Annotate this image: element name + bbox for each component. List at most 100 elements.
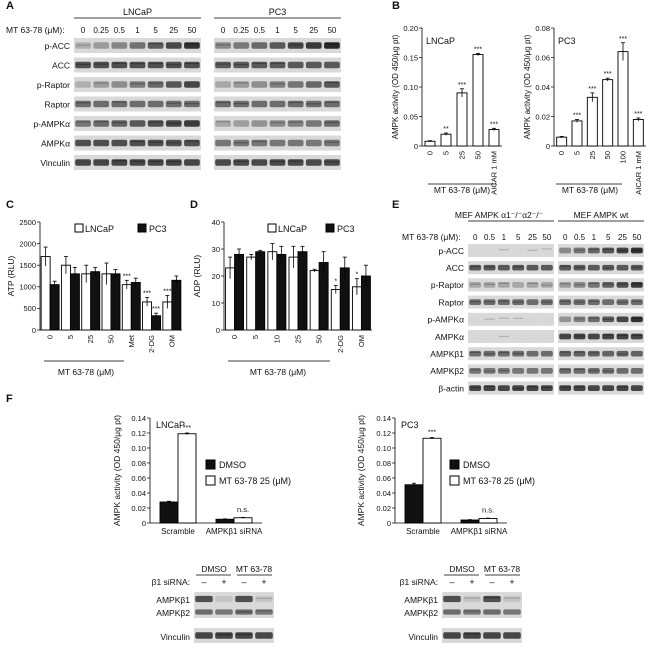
chart-significance: ** <box>443 126 449 133</box>
e-blot-ACC-bg <box>558 261 644 275</box>
e-row-label: p-AMPKα <box>427 315 464 325</box>
blot-band <box>587 299 600 305</box>
f-blot-sign: + <box>469 577 474 587</box>
chart-bar <box>309 270 320 331</box>
blot-band <box>559 385 572 391</box>
e-dose-label: 5 <box>606 233 611 242</box>
blot-band <box>129 42 146 49</box>
blot-band <box>587 264 600 271</box>
blot-band <box>512 385 525 391</box>
f-ns-label: n.s. <box>482 506 494 515</box>
blot-band <box>147 120 164 127</box>
blot-band <box>617 249 628 252</box>
b-pc3-xlabel: MT 63-78 (μM) <box>562 185 618 195</box>
blot-band <box>324 120 340 127</box>
blot-band <box>616 368 629 374</box>
chart-y-tick-label: 0 <box>414 142 418 151</box>
a-dose-label: 0.5 <box>254 26 266 35</box>
blot-band <box>526 247 539 254</box>
chart-bar <box>586 96 598 147</box>
blot-band <box>130 160 145 162</box>
blot-band <box>235 609 253 615</box>
chart-x-tick-label: 5 <box>251 335 260 339</box>
a-dose-label: 0.25 <box>233 26 249 35</box>
chart-y-tick-label: 0.04 <box>131 489 146 498</box>
f-blot-sign: + <box>221 577 226 587</box>
blot-band <box>483 609 501 615</box>
blot-band <box>512 316 525 323</box>
blot-band <box>573 333 586 340</box>
e-blot-β-actin-bg <box>558 381 644 395</box>
e-blot-p-Raptor-bg <box>558 278 644 292</box>
a-blot-ACC <box>214 57 341 73</box>
blot-band <box>616 316 629 323</box>
blot-band <box>573 264 586 271</box>
blot-band <box>76 121 91 123</box>
blot-band <box>251 42 268 49</box>
chart-y-tick-label: 0.04 <box>376 489 391 498</box>
chart-y-tick-label: 2000 <box>19 239 36 248</box>
blot-band <box>165 100 182 108</box>
blot-band <box>236 633 252 636</box>
chart-bar <box>234 253 245 331</box>
chart-y-label: AMPK activity (OD 450/μg pt) <box>356 415 366 526</box>
blot-band <box>76 102 91 104</box>
a-row-label: ACC <box>52 60 70 70</box>
blot-band <box>602 282 615 288</box>
blot-band <box>234 160 249 163</box>
blot-band <box>215 100 231 108</box>
blot-band <box>324 159 340 166</box>
blot-band <box>305 61 322 69</box>
blot-band <box>560 265 571 267</box>
blot-band <box>443 595 461 603</box>
chart-x-tick-label: AMPKβ1 siRNA <box>451 527 508 536</box>
chart-significance: *** <box>143 291 151 298</box>
blot-band <box>540 316 553 323</box>
chart-title: PC3 <box>558 36 576 46</box>
blot-band <box>148 43 163 45</box>
chart-x-tick-label: OM <box>357 335 366 347</box>
blot-band <box>93 42 110 49</box>
chart-significance: *** <box>588 86 596 93</box>
e-blot-AMPKα <box>558 330 644 343</box>
e-blot-p-ACC-bg <box>468 244 554 257</box>
blot-band <box>469 282 482 288</box>
blot-band <box>573 316 586 323</box>
chart-y-tick-label: 40 <box>212 218 220 227</box>
blot-band <box>540 247 553 254</box>
blot-band <box>603 248 614 251</box>
blot-band <box>94 63 109 65</box>
chart-bar <box>456 92 468 147</box>
blot-band <box>235 632 253 639</box>
blot-band <box>603 370 614 372</box>
blot-band <box>631 317 642 319</box>
chart-x-tick-label: AMPKβ1 siRNA <box>206 527 263 536</box>
chart-significance: *** <box>152 306 160 313</box>
blot-band <box>573 350 586 357</box>
blot-band <box>483 247 496 254</box>
blot-band <box>463 595 481 603</box>
chart-y-label: ADP (RLU) <box>192 255 202 298</box>
blot-band <box>305 120 322 127</box>
blot-band <box>497 247 510 254</box>
blot-band <box>233 81 250 88</box>
blot-band <box>112 62 127 64</box>
chart-bar <box>90 271 101 331</box>
blot-band <box>469 350 482 357</box>
blot-band <box>483 264 496 271</box>
blot-band <box>573 385 586 391</box>
blot-band <box>497 299 510 305</box>
f-legend-swatch-mt <box>205 475 216 486</box>
f-legend-swatch-dmso <box>449 459 460 470</box>
blot-band <box>75 100 91 108</box>
chart-y-tick-label: 0.20 <box>403 24 418 33</box>
e-dose-label: 0.5 <box>484 233 496 242</box>
blot-band <box>324 101 339 103</box>
d-xlabel: MT 63-78 (μM) <box>250 367 306 377</box>
chart-x-tick-label: 25 <box>294 335 303 343</box>
chart-y-tick-label: 0.10 <box>403 83 418 92</box>
blot-band <box>540 282 553 288</box>
chart-bar <box>632 118 644 147</box>
chart-x-tick-label: 25 <box>86 335 95 343</box>
blot-band <box>288 44 303 46</box>
